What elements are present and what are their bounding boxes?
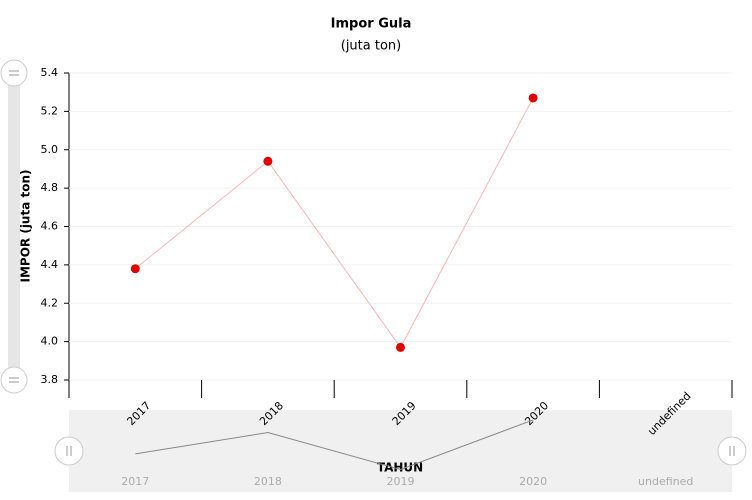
- chart-title: Impor Gula: [331, 17, 412, 32]
- series-line: [134, 97, 534, 349]
- y-axis-title: IMPOR (juta ton): [19, 170, 33, 283]
- scrollbar-label: 2020: [519, 475, 547, 488]
- data-point: [263, 156, 273, 166]
- scrollbar-label: undefined: [638, 475, 693, 488]
- y-tick-label: 4.4: [41, 258, 59, 271]
- y-tick-label: 3.8: [41, 373, 59, 386]
- scrollbar-label: 2017: [121, 475, 149, 488]
- data-point: [528, 93, 538, 103]
- v-grip-top[interactable]: [0, 59, 28, 87]
- y-tick-label: 4.2: [41, 296, 59, 309]
- x-axis-title: TAHUN: [377, 461, 423, 475]
- y-tick-label: 4.0: [41, 335, 59, 348]
- data-point: [130, 264, 140, 274]
- y-tick-label: 5.4: [41, 66, 59, 79]
- v-scrollbar[interactable]: [8, 73, 20, 380]
- v-grip-bottom[interactable]: [0, 366, 28, 394]
- data-point: [396, 342, 405, 352]
- chart-subtitle: (juta ton): [341, 39, 401, 54]
- scrollbar-label: 2018: [254, 475, 282, 488]
- scrollbar-label: 2019: [387, 475, 415, 488]
- h-grip-right[interactable]: [717, 436, 747, 466]
- y-tick-label: 5.2: [41, 104, 59, 117]
- h-scrollbar[interactable]: [69, 410, 732, 492]
- h-grip-left[interactable]: [54, 436, 84, 466]
- y-tick-label: 4.8: [41, 181, 59, 194]
- y-tick-label: 5.0: [41, 143, 59, 156]
- y-tick-label: 4.6: [41, 220, 59, 233]
- scrollbar-line: [135, 419, 534, 471]
